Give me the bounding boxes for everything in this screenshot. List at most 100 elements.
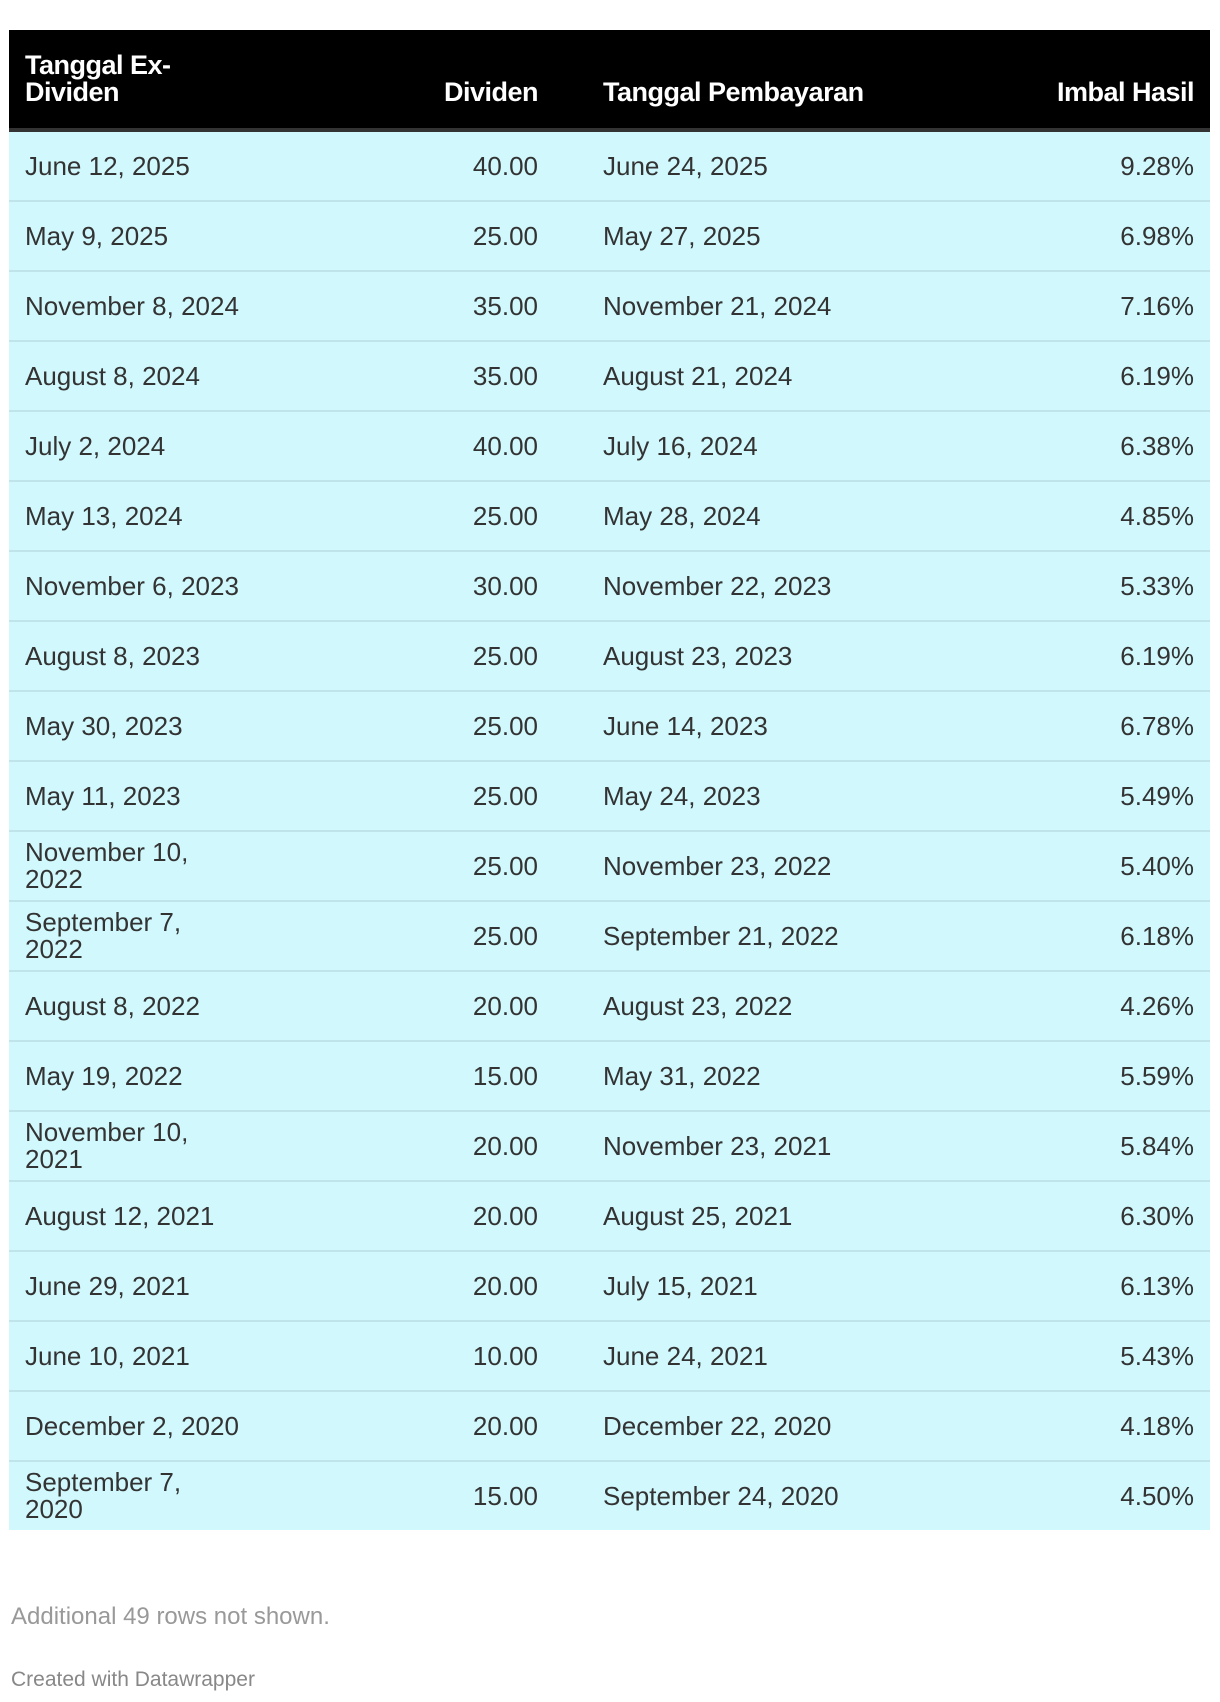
yield-cell: 7.16% xyxy=(1120,290,1194,321)
ex-date-cell: August 12, 2021 xyxy=(25,1200,215,1231)
header-payment-date[interactable]: Tanggal Pembayaran xyxy=(603,77,864,107)
dividend-table-container: Tanggal Ex-Dividen Dividen Tanggal Pemba… xyxy=(9,30,1210,1530)
table-row: November 6, 2023 30.00 November 22, 2023 5.… xyxy=(9,551,1210,621)
ex-date-cell: June 10, 2021 xyxy=(25,1340,190,1371)
yield-cell: 5.59% xyxy=(1120,1060,1194,1091)
dividend-cell: 25.00 xyxy=(472,920,538,951)
payment-date-cell: September 24, 2020 xyxy=(603,1480,839,1511)
yield-cell: 5.33% xyxy=(1120,570,1194,601)
table-row: June 10, 2021 10.00 June 24, 2021 5.43% xyxy=(9,1321,1210,1391)
dividend-cell: 15.00 xyxy=(472,1060,538,1091)
payment-date-cell: June 14, 2023 xyxy=(603,710,768,741)
table-notes: Additional 49 rows not shown. xyxy=(11,1603,330,1630)
dividend-cell: 15.00 xyxy=(472,1480,538,1511)
table-row: September 7, 2020 15.00 September 24, 2020… xyxy=(9,1461,1210,1530)
table-row: May 9, 2025 25.00 May 27, 2025 6.98% xyxy=(9,201,1210,271)
table-row: June 12, 2025 40.00 June 24, 2025 9.28% xyxy=(9,130,1210,201)
dividend-cell: 40.00 xyxy=(472,150,538,181)
payment-date-cell: May 27, 2025 xyxy=(603,220,761,251)
ex-date-cell: July 2, 2024 xyxy=(25,430,166,461)
dividend-table: Tanggal Ex-Dividen Dividen Tanggal Pemba… xyxy=(9,30,1210,1530)
payment-date-cell: May 24, 2023 xyxy=(603,780,761,811)
table-row: May 11, 2023 25.00 May 24, 2023 5.49% xyxy=(9,761,1210,831)
dividend-cell: 20.00 xyxy=(472,1270,538,1301)
dividend-cell: 25.00 xyxy=(472,500,538,531)
header-dividend[interactable]: Dividen xyxy=(443,77,539,107)
payment-date-cell: November 22, 2023 xyxy=(603,570,832,601)
ex-date-cell: May 9, 2025 xyxy=(25,220,169,251)
table-row: August 8, 2023 25.00 August 23, 2023 6.19% xyxy=(9,621,1210,691)
payment-date-cell: August 23, 2022 xyxy=(603,990,793,1021)
payment-date-cell: December 22, 2020 xyxy=(603,1410,832,1441)
ex-date-cell: June 29, 2021 xyxy=(25,1270,190,1301)
payment-date-cell: November 23, 2022 xyxy=(603,850,832,881)
header-yield[interactable]: Imbal Hasil xyxy=(1056,77,1195,107)
yield-cell: 4.26% xyxy=(1120,990,1194,1021)
payment-date-cell: September 21, 2022 xyxy=(603,920,839,951)
ex-date-cell: May 19, 2022 xyxy=(25,1060,183,1091)
yield-cell: 6.18% xyxy=(1120,920,1194,951)
ex-date-cell: August 8, 2022 xyxy=(25,990,200,1021)
yield-cell: 6.19% xyxy=(1120,640,1194,671)
table-row: August 8, 2024 35.00 August 21, 2024 6.19% xyxy=(9,341,1210,411)
payment-date-cell: May 28, 2024 xyxy=(603,500,761,531)
ex-date-cell: May 11, 2023 xyxy=(25,780,181,811)
ex-date-cell: June 12, 2025 xyxy=(25,150,190,181)
dividend-cell: 10.00 xyxy=(472,1340,538,1371)
dividend-cell: 25.00 xyxy=(472,710,538,741)
yield-cell: 6.30% xyxy=(1120,1200,1194,1231)
yield-cell: 4.50% xyxy=(1120,1480,1194,1511)
payment-date-cell: May 31, 2022 xyxy=(603,1060,761,1091)
ex-date-cell: November 8, 2024 xyxy=(25,290,239,321)
table-row: August 8, 2022 20.00 August 23, 2022 4.26% xyxy=(9,971,1210,1041)
ex-date-cell: August 8, 2023 xyxy=(25,640,200,671)
dividend-cell: 20.00 xyxy=(472,990,538,1021)
dividend-cell: 40.00 xyxy=(472,430,538,461)
yield-cell: 5.40% xyxy=(1120,850,1194,881)
ex-date-cell: September 7, 2022 xyxy=(25,907,182,964)
table-row: May 30, 2023 25.00 June 14, 2023 6.78% xyxy=(9,691,1210,761)
dividend-cell: 25.00 xyxy=(472,640,538,671)
ex-date-cell: August 8, 2024 xyxy=(25,360,200,391)
dividend-cell: 20.00 xyxy=(472,1200,538,1231)
dividend-cell: 25.00 xyxy=(472,780,538,811)
yield-cell: 5.43% xyxy=(1120,1340,1194,1371)
payment-date-cell: November 21, 2024 xyxy=(603,290,832,321)
payment-date-cell: August 23, 2023 xyxy=(603,640,793,671)
dividend-cell: 20.00 xyxy=(472,1130,538,1161)
payment-date-cell: July 15, 2021 xyxy=(603,1270,758,1301)
dividend-cell: 35.00 xyxy=(472,290,538,321)
table-row: August 12, 2021 20.00 August 25, 2021 6.30% xyxy=(9,1181,1210,1251)
yield-cell: 6.98% xyxy=(1120,220,1194,251)
table-row: November 10, 2022 25.00 November 23, 2022 5… xyxy=(9,831,1210,901)
table-row: December 2, 2020 20.00 December 22, 2020 4.… xyxy=(9,1391,1210,1461)
payment-date-cell: August 25, 2021 xyxy=(603,1200,793,1231)
yield-cell: 5.84% xyxy=(1120,1130,1194,1161)
yield-cell: 6.38% xyxy=(1120,430,1194,461)
yield-cell: 6.13% xyxy=(1120,1270,1194,1301)
table-row: November 8, 2024 35.00 November 21, 2024 7.… xyxy=(9,271,1210,341)
header-ex-date[interactable]: Tanggal Ex-Dividen xyxy=(25,50,171,107)
table-row: June 29, 2021 20.00 July 15, 2021 6.13% xyxy=(9,1251,1210,1321)
dividend-cell: 25.00 xyxy=(472,850,538,881)
ex-date-cell: December 2, 2020 xyxy=(25,1410,239,1441)
credit-link[interactable]: Created with Datawrapper xyxy=(11,1668,255,1691)
ex-date-cell: November 10, 2022 xyxy=(25,837,189,894)
table-row: May 19, 2022 15.00 May 31, 2022 5.59% xyxy=(9,1041,1210,1111)
table-row: November 10, 2021 20.00 November 23, 2021 5… xyxy=(9,1111,1210,1181)
yield-cell: 6.78% xyxy=(1120,710,1194,741)
dividend-cell: 20.00 xyxy=(472,1410,538,1441)
table-header-row: Tanggal Ex-Dividen Dividen Tanggal Pemba… xyxy=(9,30,1210,130)
table-row: September 7, 2022 25.00 September 21, 2022… xyxy=(9,901,1210,971)
ex-date-cell: May 30, 2023 xyxy=(25,710,183,741)
payment-date-cell: November 23, 2021 xyxy=(603,1130,832,1161)
payment-date-cell: June 24, 2025 xyxy=(603,150,768,181)
dividend-cell: 25.00 xyxy=(472,220,538,251)
ex-date-cell: May 13, 2024 xyxy=(25,500,183,531)
yield-cell: 5.49% xyxy=(1120,780,1194,811)
yield-cell: 4.85% xyxy=(1120,500,1194,531)
payment-date-cell: June 24, 2021 xyxy=(603,1340,768,1371)
table-row: May 13, 2024 25.00 May 28, 2024 4.85% xyxy=(9,481,1210,551)
dividend-cell: 35.00 xyxy=(472,360,538,391)
yield-cell: 4.18% xyxy=(1120,1410,1194,1441)
